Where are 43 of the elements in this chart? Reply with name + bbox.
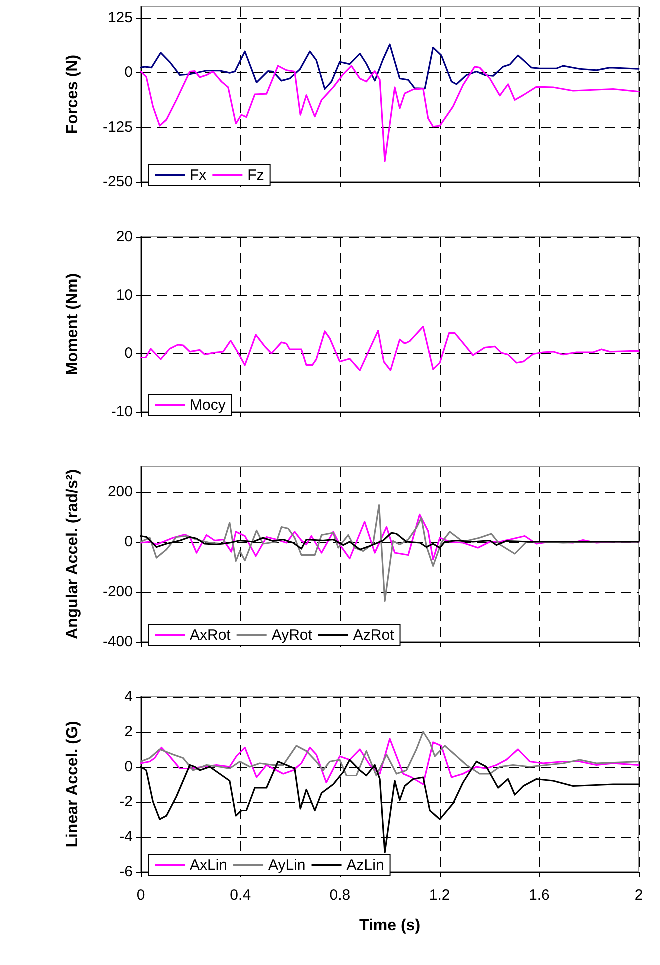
legend-label: AxRot (190, 627, 232, 644)
legend-label: AzRot (353, 627, 396, 644)
y-axis-title: Linear Accel. (G) (64, 721, 82, 848)
line-series (140, 65, 640, 162)
y-tick-label: -250 (102, 174, 133, 190)
legend-label: Fx (190, 167, 208, 184)
y-tick-label: -400 (102, 634, 133, 650)
y-tick-label: -2 (120, 794, 133, 810)
line-series (140, 44, 640, 90)
x-tick-label: 1.6 (528, 887, 550, 904)
line-series (140, 738, 640, 786)
legend-label: AyLin (268, 857, 306, 874)
x-tick-label: 0 (136, 887, 146, 904)
legend-label: AyRot (272, 627, 314, 644)
x-tick-label: 0.8 (330, 887, 351, 904)
y-tick-label: 0 (124, 534, 133, 550)
legend-label: Fz (248, 167, 264, 184)
y-tick-label: 0 (124, 64, 133, 82)
y-tick-label: 2 (124, 724, 133, 740)
x-tick-label: 0.4 (230, 887, 252, 904)
y-tick-label: -125 (102, 118, 133, 136)
y-tick-label: -4 (120, 828, 133, 846)
line-series (140, 731, 640, 777)
y-tick-label: 20 (116, 228, 133, 246)
y-tick-label: -6 (120, 864, 133, 880)
y-tick-label: 200 (108, 484, 133, 500)
y-tick-label: 10 (116, 286, 133, 304)
x-axis-title: Time (s) (359, 918, 421, 934)
y-tick-label: -10 (111, 404, 133, 420)
y-tick-label: 4 (124, 688, 133, 706)
y-tick-label: 0 (124, 345, 133, 362)
y-axis-title: Forces (N) (64, 54, 82, 134)
line-series (140, 326, 640, 372)
legend-label: Mocy (190, 397, 226, 414)
y-tick-label: 125 (108, 9, 133, 26)
y-tick-label: -200 (102, 584, 133, 600)
x-tick-label: 1.2 (429, 887, 450, 904)
legend-label: AxLin (190, 857, 228, 874)
y-axis-title: Angular Accel. (rad/s²) (64, 469, 82, 640)
y-tick-label: 0 (124, 758, 133, 776)
legend-label: AzLin (346, 857, 384, 874)
x-tick-label: 2 (634, 887, 644, 904)
y-axis-title: Moment (Nm) (64, 273, 82, 376)
